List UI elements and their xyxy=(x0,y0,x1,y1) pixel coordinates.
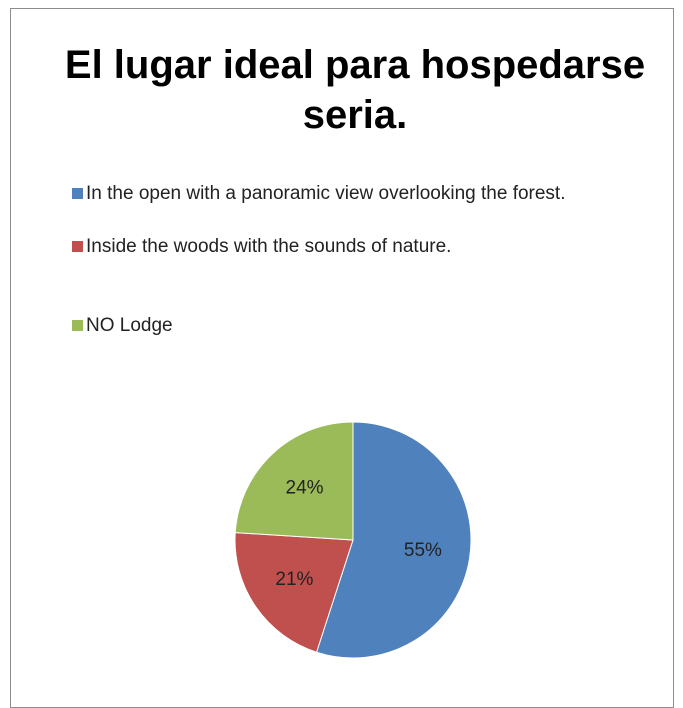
pie-slice xyxy=(234,421,354,541)
data-label: 24% xyxy=(286,477,324,498)
pie-slice xyxy=(234,532,354,653)
legend-label: In the open with a panoramic view overlo… xyxy=(86,183,566,204)
legend-item: NO Lodge xyxy=(72,310,657,341)
legend: In the open with a panoramic view overlo… xyxy=(72,178,657,341)
legend-label: NO Lodge xyxy=(86,315,173,336)
legend-swatch xyxy=(72,320,83,331)
legend-label: Inside the woods with the sounds of natu… xyxy=(86,236,452,257)
legend-item: In the open with a panoramic view overlo… xyxy=(72,178,657,209)
legend-item: Inside the woods with the sounds of natu… xyxy=(72,231,657,262)
data-label: 21% xyxy=(275,569,313,590)
pie-slice xyxy=(315,421,472,659)
chart-title: El lugar ideal para hospedarse seria. xyxy=(64,43,646,137)
data-label: 55% xyxy=(404,540,442,561)
legend-swatch xyxy=(72,241,83,252)
legend-swatch xyxy=(72,188,83,199)
